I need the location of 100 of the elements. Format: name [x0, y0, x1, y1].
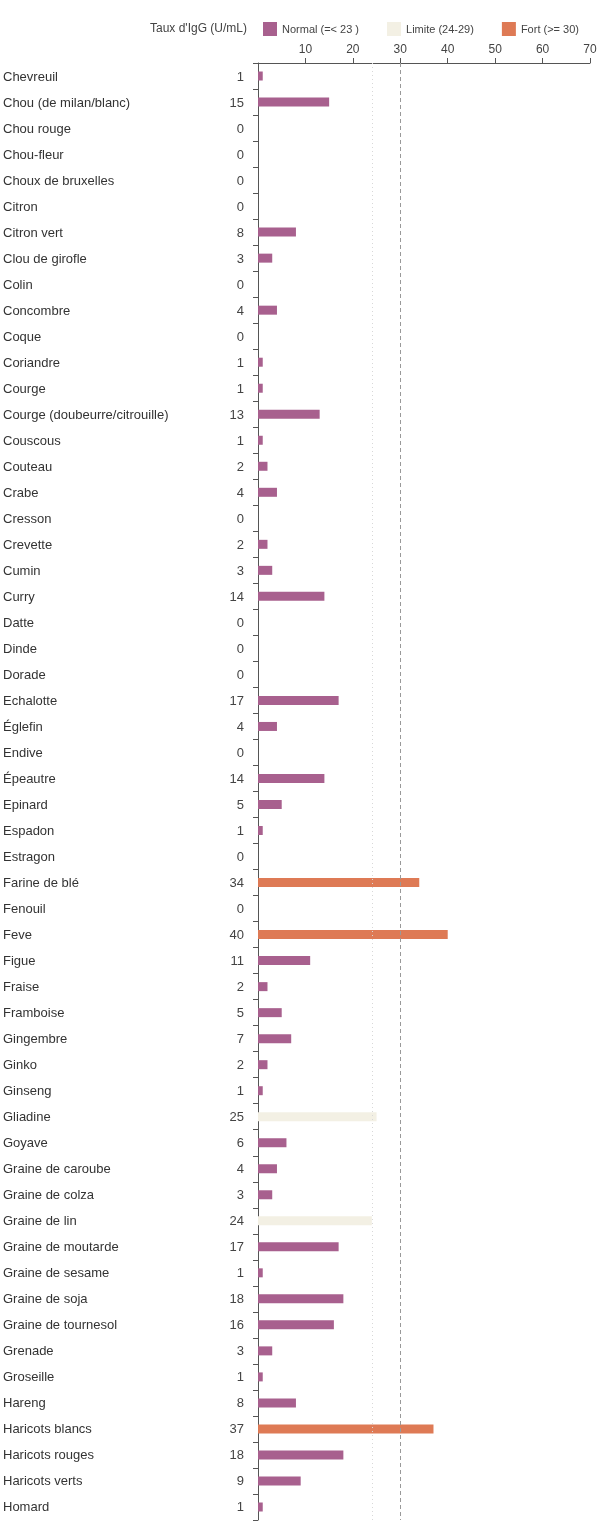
- data-label: 0: [236, 849, 244, 865]
- bar: [258, 1138, 287, 1148]
- y-tick-label: Ginseng: [3, 1083, 52, 1099]
- data-label: 8: [236, 224, 244, 240]
- data-label: 1: [236, 1499, 244, 1515]
- bar: [258, 773, 325, 783]
- y-tick-label: Epinard: [3, 797, 48, 813]
- data-label: 3: [236, 562, 244, 578]
- data-label: 3: [236, 1343, 244, 1359]
- y-tick-label: Chou-fleur: [3, 146, 65, 162]
- y-tick-label: Espadon: [3, 823, 55, 839]
- data-label: 17: [229, 692, 244, 708]
- y-tick-label: Courge: [3, 380, 46, 396]
- data-label: 1: [236, 1083, 244, 1099]
- y-tick-label: Cresson: [3, 510, 52, 526]
- bar: [258, 383, 263, 393]
- y-tick-label: Farine de blé: [3, 875, 79, 891]
- bar: [258, 1242, 339, 1252]
- y-tick-label: Graine de moutarde: [3, 1239, 119, 1255]
- data-label: 0: [236, 510, 244, 526]
- data-label: 14: [229, 770, 244, 786]
- data-label: 14: [229, 588, 244, 604]
- y-tick-label: Gingembre: [3, 1031, 68, 1047]
- bar: [258, 721, 277, 731]
- data-label: 1: [236, 1265, 244, 1281]
- data-label: 0: [236, 328, 244, 344]
- bar: [258, 1398, 296, 1408]
- y-tick-label: Curry: [3, 588, 36, 604]
- bar: [258, 826, 263, 836]
- bar: [258, 1164, 277, 1174]
- data-label: 13: [229, 406, 244, 422]
- data-label: 4: [236, 1161, 244, 1177]
- y-tick-label: Coque: [3, 328, 42, 344]
- data-label: 1: [236, 68, 244, 84]
- data-label: 0: [236, 120, 244, 136]
- data-label: 1: [236, 823, 244, 839]
- y-tick-label: Figue: [3, 953, 36, 969]
- data-label: 15: [229, 94, 244, 110]
- data-label: 0: [236, 640, 244, 656]
- y-tick-label: Choux de bruxelles: [3, 172, 115, 188]
- x-tick-label: 70: [583, 42, 597, 56]
- legend-label: Limite (24-29): [406, 23, 474, 35]
- y-tick-label: Graine de sesame: [3, 1265, 110, 1281]
- legend-title: Taux d'IgG (U/mL): [150, 21, 247, 35]
- bar: [258, 1086, 263, 1096]
- data-label: 1: [236, 380, 244, 396]
- data-label: 3: [236, 1187, 244, 1203]
- data-label: 3: [236, 250, 244, 266]
- bar: [258, 409, 320, 419]
- bar: [258, 539, 268, 549]
- y-tick-label: Colin: [3, 276, 33, 292]
- data-label: 16: [229, 1317, 244, 1333]
- data-label: 1: [236, 432, 244, 448]
- y-tick-label: Endive: [3, 744, 43, 760]
- data-label: 9: [236, 1473, 244, 1489]
- y-tick-label: Haricots verts: [3, 1473, 83, 1489]
- y-tick-label: Graine de soja: [3, 1291, 89, 1307]
- bar: [258, 357, 263, 367]
- y-tick-label: Cumin: [3, 562, 41, 578]
- y-tick-label: Grenade: [3, 1343, 54, 1359]
- y-tick-label: Groseille: [3, 1369, 55, 1385]
- y-tick-label: Echalotte: [3, 692, 58, 708]
- bar: [258, 97, 330, 107]
- data-label: 0: [236, 198, 244, 214]
- y-tick-label: Chou (de milan/blanc): [3, 94, 131, 110]
- data-label: 4: [236, 302, 244, 318]
- y-tick-label: Feve: [3, 927, 32, 943]
- data-label: 40: [229, 927, 244, 943]
- data-label: 0: [236, 901, 244, 917]
- data-label: 5: [236, 797, 244, 813]
- y-tick-label: Framboise: [3, 1005, 65, 1021]
- bar: [258, 1112, 377, 1122]
- y-tick-label: Citron vert: [3, 224, 64, 240]
- y-tick-label: Gliadine: [3, 1109, 51, 1125]
- bar: [258, 71, 263, 81]
- bar: [258, 695, 339, 705]
- y-tick-label: Datte: [3, 614, 35, 630]
- data-label: 17: [229, 1239, 244, 1255]
- y-tick-label: Courge (doubeurre/citrouille): [3, 406, 169, 422]
- bar: [258, 305, 277, 315]
- y-tick-label: Chevreuil: [3, 68, 59, 84]
- bar: [258, 1008, 282, 1018]
- data-label: 0: [236, 744, 244, 760]
- data-label: 2: [236, 536, 244, 552]
- bar: [258, 435, 263, 445]
- data-label: 6: [236, 1135, 244, 1151]
- y-tick-label: Fraise: [3, 979, 40, 995]
- bar: [258, 1268, 263, 1278]
- data-label: 18: [229, 1291, 244, 1307]
- x-tick-label: 60: [535, 42, 550, 56]
- y-tick-label: Graine de tournesol: [3, 1317, 118, 1333]
- data-label: 5: [236, 1005, 244, 1021]
- data-label: 8: [236, 1395, 244, 1411]
- x-tick-label: 20: [346, 42, 360, 56]
- data-label: 4: [236, 718, 244, 734]
- y-tick-label: Clou de girofle: [3, 250, 87, 266]
- data-label: 0: [236, 614, 244, 630]
- y-tick-label: Églefin: [3, 718, 43, 734]
- bar: [258, 1476, 301, 1486]
- bar: [258, 1216, 372, 1226]
